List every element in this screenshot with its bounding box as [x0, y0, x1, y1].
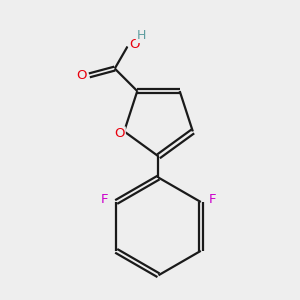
Text: O: O — [115, 127, 125, 140]
Text: H: H — [136, 29, 146, 42]
Text: O: O — [129, 38, 140, 51]
Text: F: F — [209, 194, 216, 206]
Text: O: O — [76, 69, 87, 82]
Text: F: F — [100, 194, 108, 206]
